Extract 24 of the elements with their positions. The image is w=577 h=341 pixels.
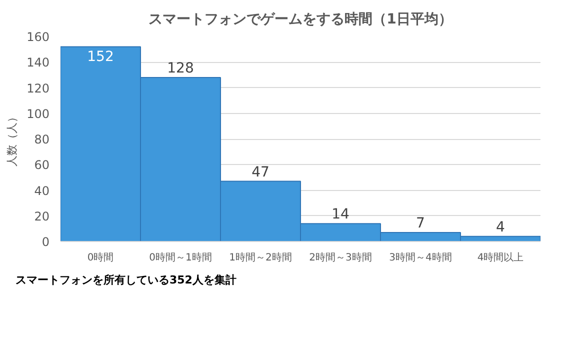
data-label: 7 [416,216,425,232]
x-tick-label: 1時間～2時間 [229,252,292,264]
y-tick-label: 40 [34,184,50,198]
y-tick-label: 80 [34,132,50,146]
data-label: 47 [252,164,270,180]
text: スマートフォンを所有している352人を集計 [16,274,236,286]
data-label: 4 [496,219,506,236]
y-tick-label: 20 [34,209,50,224]
y-axis-title: 人数（人） [6,112,19,166]
data-label: 128 [167,60,194,76]
y-tick-label: 0 [42,235,50,249]
data-label: 14 [332,206,350,223]
y-tick-label: 160 [26,30,50,44]
x-tick-label: 0時間～1時間 [149,252,212,264]
y-tick-label: 100 [26,106,50,121]
x-tick-label: 3時間～4時間 [389,252,452,264]
chart-title: スマートフォンでゲームをする時間（1日平均） [148,12,452,28]
y-tick-label: 120 [26,81,50,96]
x-tick-label: 0時間 [87,252,114,264]
y-tick-label: 140 [26,56,50,70]
x-tick-label: 2時間～3時間 [309,252,372,264]
data-label: 152 [87,48,114,65]
x-tick-label: 4時間以上 [477,252,524,264]
y-tick-label: 60 [34,158,50,172]
